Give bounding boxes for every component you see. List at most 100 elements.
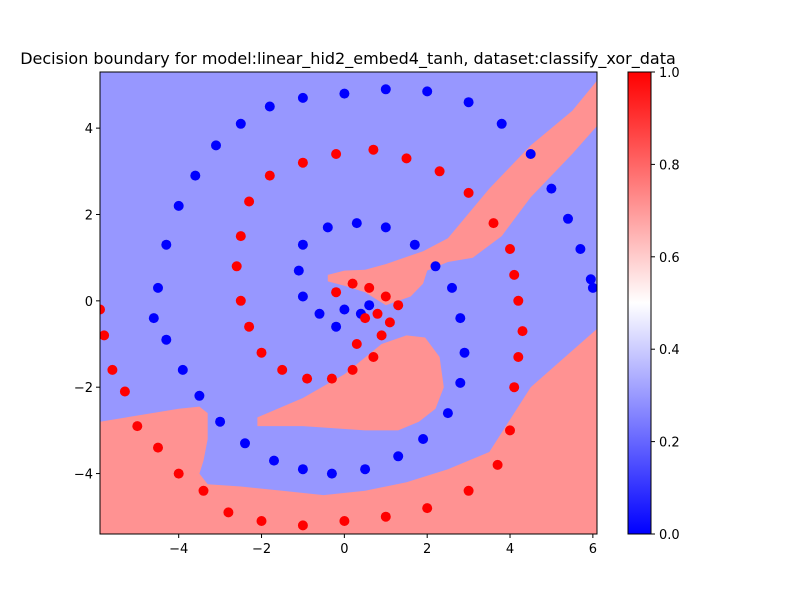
data-point-class-0 — [331, 321, 342, 332]
data-point-class-1 — [372, 308, 383, 319]
x-tick-label: 4 — [506, 542, 514, 557]
data-point-class-0 — [161, 239, 172, 250]
data-point-class-1 — [119, 386, 130, 397]
data-point-class-0 — [314, 308, 325, 319]
data-point-class-1 — [235, 231, 246, 242]
colorbar — [627, 71, 652, 535]
data-point-class-1 — [297, 520, 308, 531]
y-tick-label: 0 — [85, 295, 93, 310]
data-point-class-1 — [364, 282, 375, 293]
data-point-class-1 — [277, 364, 288, 375]
data-point-class-1 — [492, 459, 503, 470]
data-point-class-0 — [235, 118, 246, 129]
data-point-class-1 — [463, 485, 474, 496]
y-tick-label: 4 — [85, 122, 93, 137]
x-tick-label: 2 — [423, 542, 431, 557]
data-point-class-1 — [505, 425, 515, 436]
data-point-class-0 — [496, 118, 507, 129]
data-point-class-1 — [339, 516, 350, 526]
colorbar-tick-label: 0.0 — [659, 528, 680, 543]
data-point-class-1 — [231, 261, 242, 272]
data-point-class-1 — [256, 347, 267, 358]
data-point-class-0 — [360, 464, 371, 475]
data-point-class-0 — [322, 222, 333, 233]
plot-frame — [99, 71, 598, 535]
data-point-class-0 — [194, 390, 205, 401]
data-point-class-0 — [240, 438, 250, 449]
data-point-class-1 — [132, 421, 143, 432]
data-point-class-0 — [409, 239, 420, 250]
data-point-class-1 — [509, 269, 520, 280]
data-point-class-0 — [447, 282, 457, 293]
data-point-class-1 — [434, 166, 445, 177]
data-point-class-1 — [235, 295, 246, 306]
data-point-class-0 — [380, 222, 391, 233]
colorbar-tick-label: 0.6 — [659, 251, 680, 266]
data-point-class-1 — [297, 157, 308, 168]
data-point-class-1 — [463, 187, 474, 198]
x-axis: −4 −2 0 2 4 6 — [169, 534, 597, 557]
class-1-region-1 — [100, 328, 597, 534]
data-point-class-0 — [297, 239, 308, 250]
data-point-class-0 — [422, 86, 433, 97]
data-point-class-1 — [513, 352, 524, 362]
data-point-class-0 — [393, 451, 404, 462]
data-point-class-0 — [587, 282, 597, 293]
data-point-class-1 — [517, 326, 528, 337]
x-tick-label: 6 — [589, 542, 597, 557]
data-point-class-0 — [215, 416, 226, 427]
data-point-class-0 — [463, 97, 474, 108]
data-point-class-0 — [442, 408, 453, 419]
y-tick-label: −2 — [74, 381, 93, 396]
data-point-class-1 — [347, 278, 358, 289]
plot-area — [100, 72, 597, 534]
colorbar-tick-label: 0.8 — [659, 158, 680, 173]
data-point-class-1 — [302, 373, 313, 384]
data-point-class-1 — [331, 149, 342, 159]
data-point-class-1 — [376, 330, 387, 341]
data-point-class-0 — [190, 170, 201, 181]
data-point-class-0 — [339, 304, 350, 315]
colorbar-tick-label: 1.0 — [659, 66, 680, 81]
data-point-class-1 — [173, 468, 184, 479]
data-point-class-1 — [401, 153, 412, 164]
data-point-class-0 — [585, 274, 596, 285]
data-point-class-0 — [293, 265, 304, 276]
data-point-class-1 — [331, 287, 342, 298]
data-point-class-0 — [326, 468, 337, 479]
data-point-class-0 — [177, 364, 188, 375]
data-point-class-0 — [297, 464, 308, 475]
x-tick-label: 0 — [340, 542, 348, 557]
data-point-class-1 — [360, 313, 371, 324]
data-point-class-0 — [211, 140, 221, 151]
data-point-class-0 — [173, 200, 184, 211]
data-point-class-1 — [380, 511, 391, 522]
y-axis: −4 −2 0 2 4 — [74, 122, 100, 483]
data-point-class-0 — [297, 291, 308, 302]
data-point-class-1 — [513, 295, 524, 306]
data-point-class-1 — [256, 516, 267, 526]
data-point-class-1 — [264, 170, 275, 181]
data-points — [100, 84, 597, 531]
data-point-class-0 — [563, 213, 573, 224]
data-point-class-0 — [269, 455, 279, 466]
data-point-class-0 — [153, 282, 163, 293]
chart-title: Decision boundary for model:linear_hid2_… — [20, 49, 676, 69]
class-1-region-2 — [257, 335, 444, 431]
data-point-class-1 — [380, 291, 391, 302]
data-point-class-1 — [107, 364, 118, 375]
data-point-class-0 — [455, 377, 466, 388]
data-point-class-0 — [430, 261, 441, 272]
data-point-class-1 — [384, 317, 395, 328]
colorbar-axis: 0.0 0.2 0.4 0.6 0.8 1.0 — [651, 66, 680, 543]
data-point-class-0 — [546, 183, 557, 194]
data-point-class-0 — [459, 347, 470, 358]
data-point-class-1 — [100, 330, 110, 341]
data-point-class-0 — [161, 334, 172, 345]
data-point-class-1 — [153, 442, 163, 453]
data-point-class-0 — [351, 218, 362, 229]
colorbar-tick-label: 0.2 — [659, 436, 680, 451]
x-tick-label: −4 — [169, 542, 188, 557]
data-point-class-1 — [198, 485, 209, 496]
